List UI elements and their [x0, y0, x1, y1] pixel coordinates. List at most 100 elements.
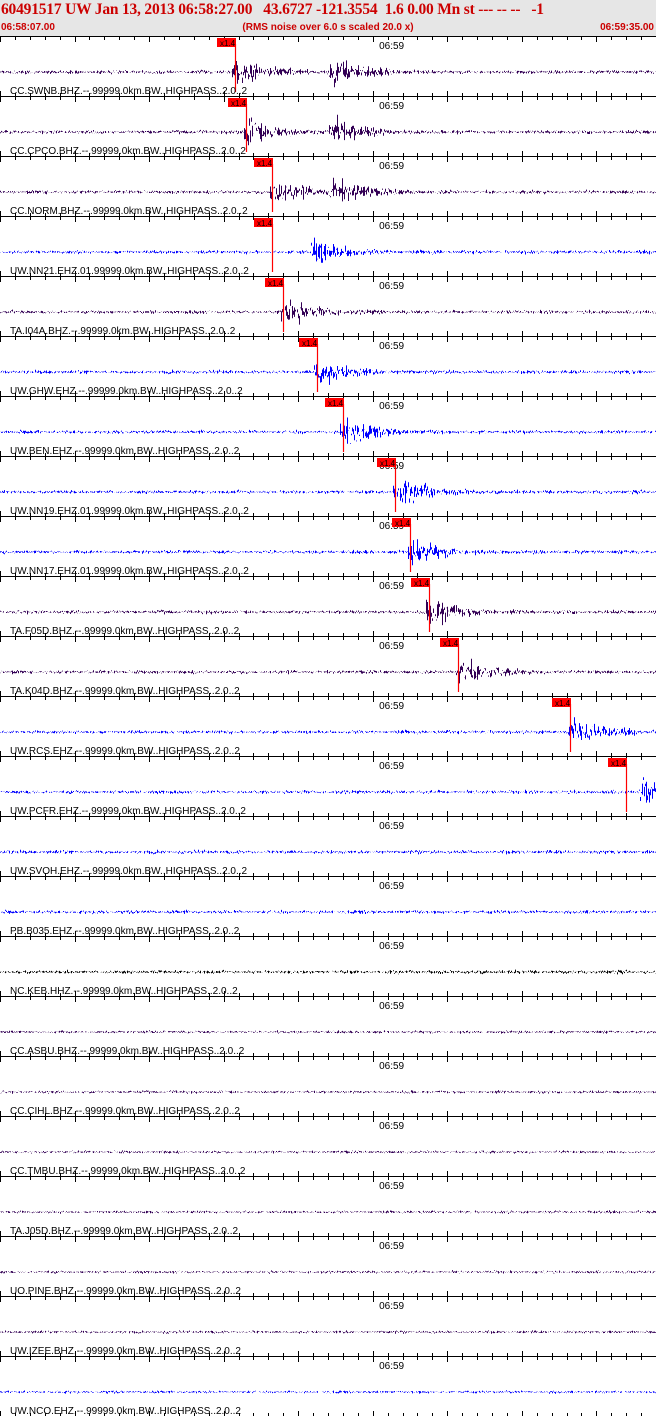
start-time-label: 06:58:07.00: [1, 22, 55, 33]
pick-label: x1.4: [328, 399, 344, 408]
end-time-label: 06:59:35.00: [600, 22, 654, 33]
waveform-trace: [0, 237, 656, 263]
minute-tick-label: 06:59: [379, 1061, 404, 1072]
trace-label: CC.ASBU.BHZ.--.99999.0km.BW..HIGHPASS..2…: [10, 1046, 245, 1057]
waveform-trace: [0, 539, 656, 566]
waveform-trace: [0, 50, 656, 88]
trace-label: CC.CIHL.BHZ.--.99999.0km.BW..HIGHPASS..2…: [10, 1106, 240, 1117]
minute-tick-label: 06:59: [379, 41, 404, 52]
trace-label: UW.NCO.EHZ.--.99999.0km.BW..HIGHPASS..2.…: [10, 1406, 241, 1417]
minute-tick-label: 06:59: [379, 1301, 404, 1312]
pick-label: x1.4: [555, 699, 571, 708]
pick-flag: [377, 458, 396, 467]
minute-tick-label: 06:59: [379, 1361, 404, 1372]
minute-tick-label: 06:59: [379, 101, 404, 112]
trace-label: CC.NORM.BHZ.--.99999.0km.BW..HIGHPASS..2…: [10, 206, 248, 217]
trace-label: UW.GHW.EHZ.--.99999.0km.BW..HIGHPASS..2.…: [10, 386, 243, 397]
waveform-trace: [0, 658, 656, 684]
pick-flag: [325, 398, 344, 407]
minute-tick-label: 06:59: [379, 221, 404, 232]
trace-label: TA.I04A.BHZ.--.99999.0km.BW..HIGHPASS..2…: [10, 326, 236, 337]
minute-tick-label: 06:59: [379, 881, 404, 892]
waveform-trace: [0, 1090, 656, 1094]
waveform-trace: [0, 599, 656, 626]
trace-label: UW.IZEE.BHZ.--.99999.0km.BW..HIGHPASS..2…: [10, 1346, 241, 1357]
trace-label: TA.K04D.BHZ.--.99999.0km.BW..HIGHPASS..2…: [10, 686, 240, 697]
minute-tick-label: 06:59: [379, 641, 404, 652]
pick-flag: [392, 518, 411, 527]
pick-flag: [608, 758, 627, 767]
waveform-trace: [0, 1330, 656, 1334]
waveform-trace: [0, 1210, 656, 1214]
pick-flag: [265, 278, 284, 287]
waveform-trace: [0, 969, 656, 975]
pick-label: x1.4: [220, 39, 236, 48]
pick-flag: [440, 638, 459, 647]
trace-label: UO.PINE.BHZ.--.99999.0km.BW..HIGHPASS..2…: [10, 1286, 241, 1297]
pick-label: x1.4: [268, 279, 284, 288]
trace-label: NC.KEB.HHZ.--.99999.0km.BW..HIGHPASS..2.…: [10, 986, 238, 997]
minute-tick-label: 06:59: [379, 1241, 404, 1252]
noise-note: (RMS noise over 6.0 s scaled 20.0 x): [242, 22, 414, 33]
pick-flag: [228, 98, 247, 107]
pick-label: x1.4: [443, 639, 459, 648]
waveform-trace: [0, 1030, 656, 1034]
trace-label: CC.SWNB.BHZ.--.99999.0km.BW..HIGHPASS..2…: [10, 86, 248, 97]
trace-label: UW.NN21.EHZ.01.99999.0km.BW..HIGHPASS..2…: [10, 266, 249, 277]
waveform-trace: [0, 849, 656, 855]
trace-label: CC.TMBU.BHZ.--.99999.0km.BW..HIGHPASS..2…: [10, 1166, 246, 1177]
minute-tick-label: 06:59: [379, 521, 404, 532]
minute-tick-label: 06:59: [379, 1001, 404, 1012]
pick-label: x1.4: [302, 339, 318, 348]
waveform-trace: [0, 114, 656, 146]
minute-tick-label: 06:59: [379, 341, 404, 352]
minute-tick-label: 06:59: [379, 1181, 404, 1192]
pick-label: x1.4: [414, 579, 430, 588]
waveform-trace: [0, 480, 656, 504]
minute-tick-label: 06:59: [379, 701, 404, 712]
minute-tick-label: 06:59: [379, 761, 404, 772]
waveform-trace: [0, 417, 656, 444]
pick-flag: [254, 218, 273, 227]
pick-label: x1.4: [257, 219, 273, 228]
trace-label: UW.SVOH.EHZ.--.99999.0km.BW..HIGHPASS..2…: [10, 866, 248, 877]
minute-tick-label: 06:59: [379, 941, 404, 952]
plot-title: 60491517 UW Jan 13, 2013 06:58:27.00 43.…: [1, 1, 544, 18]
waveform-trace: [0, 1150, 655, 1154]
trace-label: TA.J05D.BHZ.--.99999.0km.BW..HIGHPASS..2…: [10, 1226, 238, 1237]
trace-label: UW.BEN.EHZ.--.99999.0km.BW..HIGHPASS..2.…: [10, 446, 240, 457]
pick-label: x1.4: [611, 759, 627, 768]
minute-tick-label: 06:59: [379, 821, 404, 832]
minute-tick-label: 06:59: [379, 581, 404, 592]
trace-label: UW.NN17.EHZ.01.99999.0km.BW..HIGHPASS..2…: [10, 566, 249, 577]
seismogram-plot: 06:59x1.4CC.SWNB.BHZ.--.99999.0km.BW..HI…: [0, 36, 656, 1417]
header-bar: 60491517 UW Jan 13, 2013 06:58:27.00 43.…: [0, 0, 656, 36]
pick-flag: [299, 338, 318, 347]
trace-label: UW.RCS.EHZ.--.99999.0km.BW..HIGHPASS..2.…: [10, 746, 240, 757]
waveform-trace: [0, 177, 656, 202]
waveform-trace: [0, 717, 656, 740]
pick-label: x1.4: [231, 99, 247, 108]
pick-label: x1.4: [257, 159, 273, 168]
pick-flag: [552, 698, 571, 707]
trace-label: PB.B035.EHZ.--.99999.0km.BW..HIGHPASS..2…: [10, 926, 240, 937]
trace-label: CC.CPCO.BHZ.--.99999.0km.BW..HIGHPASS..2…: [10, 146, 246, 157]
waveform-trace: [0, 1390, 656, 1394]
minute-tick-label: 06:59: [379, 161, 404, 172]
minute-tick-label: 06:59: [379, 401, 404, 412]
waveform-trace: [0, 1270, 656, 1274]
pick-flag: [217, 38, 236, 47]
pick-label: x1.4: [395, 519, 411, 528]
waveform-trace: [0, 909, 656, 915]
pick-label: x1.4: [380, 459, 396, 468]
waveform-trace: [0, 777, 656, 803]
pick-flag: [411, 578, 430, 587]
minute-tick-label: 06:59: [379, 1121, 404, 1132]
waveform-trace: [0, 299, 656, 325]
trace-label: UW.NN19.EHZ.01.99999.0km.BW..HIGHPASS..2…: [10, 506, 249, 517]
pick-flag: [254, 158, 273, 167]
trace-label: UW.PCFR.EHZ.--.99999.0km.BW..HIGHPASS..2…: [10, 806, 246, 817]
trace-label: TA.F05D.BHZ.--.99999.0km.BW..HIGHPASS..2…: [10, 626, 240, 637]
waveform-trace: [0, 364, 656, 385]
minute-tick-label: 06:59: [379, 281, 404, 292]
